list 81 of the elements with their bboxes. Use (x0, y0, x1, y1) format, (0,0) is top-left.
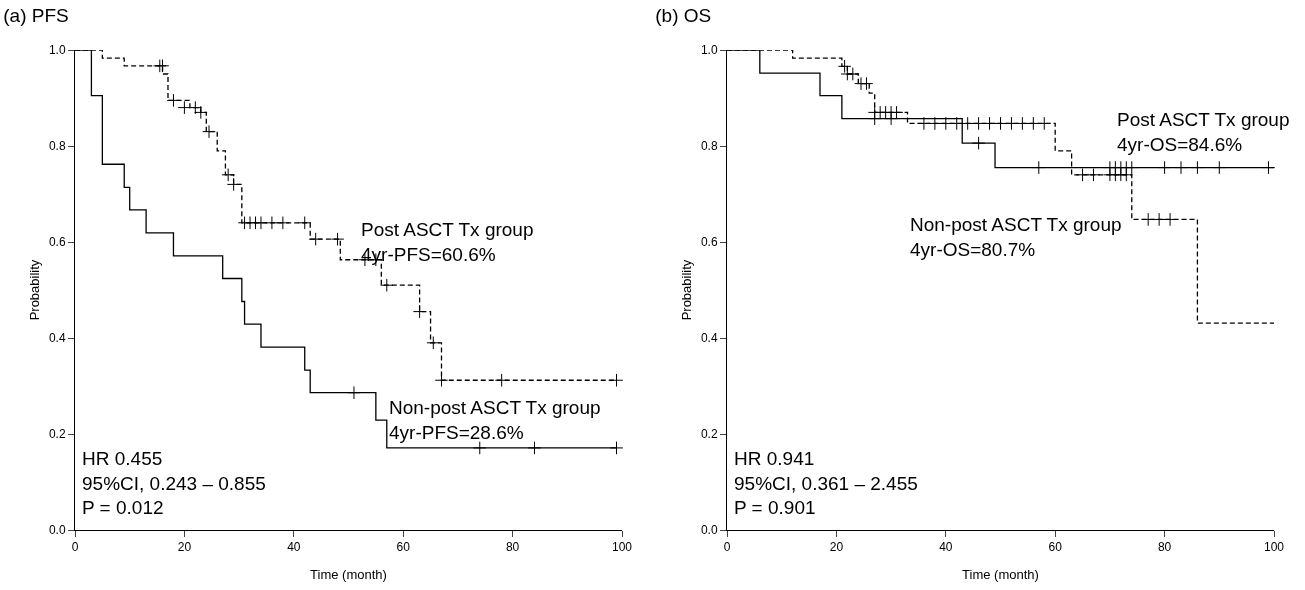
point (971, 116, 986, 131)
point (982, 116, 997, 131)
point (297, 216, 312, 230)
x-tick-label: 0 (71, 540, 79, 555)
point (330, 232, 345, 246)
y-tick-label: 0.2 (48, 427, 66, 442)
y-tick-label: 0.4 (48, 331, 66, 346)
point (426, 336, 441, 350)
point (379, 278, 394, 292)
point (939, 116, 953, 131)
point (1037, 116, 1052, 131)
x-tick-label: 60 (1048, 540, 1063, 555)
x-axis-title: Time (month) (962, 567, 1039, 582)
chart-title: (b) OS (655, 5, 712, 27)
y-axis-title: Probability (27, 259, 42, 321)
x-tick-label: 40 (939, 540, 953, 555)
x-tick-label: 60 (396, 540, 411, 555)
point (1190, 160, 1205, 175)
y-tick-label: 0.6 (48, 235, 66, 250)
point (1124, 160, 1139, 175)
x-tick-label: 40 (287, 540, 301, 555)
annotation: HR 0.455 95%CI, 0.243 – 0.855 P = 0.012 (82, 448, 266, 519)
point (1212, 160, 1227, 175)
point (1163, 212, 1177, 227)
y-tick-label: 1.0 (700, 43, 718, 58)
point (1174, 160, 1188, 175)
x-tick-label: 20 (829, 540, 844, 555)
point (1004, 116, 1019, 131)
annotation: Non-post ASCT Tx group 4yr-OS=80.7% (910, 214, 1122, 260)
x-tick-label: 80 (505, 540, 520, 555)
point (166, 93, 181, 108)
y-tick-label: 0.0 (700, 523, 718, 538)
chart-title: (a) PFS (3, 5, 69, 27)
y-tick-label: 1.0 (48, 43, 66, 58)
annotation: Non-post ASCT Tx group 4yr-PFS=28.6% (389, 397, 601, 443)
point (1031, 160, 1046, 175)
x-axis-title: Time (month) (310, 567, 387, 582)
y-tick-label: 0.8 (48, 139, 66, 154)
point (202, 124, 216, 139)
point (254, 216, 268, 230)
point (308, 232, 323, 246)
point (609, 441, 624, 455)
point (889, 105, 904, 120)
y-tick-label: 0.4 (700, 331, 718, 346)
point (917, 116, 931, 131)
point (1026, 116, 1041, 131)
point (347, 385, 361, 400)
x-tick-label: 100 (611, 540, 633, 555)
point (1157, 160, 1172, 175)
point (226, 177, 241, 192)
y-tick-label: 0.2 (700, 427, 718, 442)
y-axis-title: Probability (679, 259, 694, 321)
y-tick-label: 0.0 (48, 523, 66, 538)
point (527, 441, 542, 455)
point (177, 100, 192, 115)
point (1141, 212, 1155, 227)
point (1075, 168, 1090, 182)
point (265, 216, 279, 230)
point (928, 116, 942, 131)
annotation: Post ASCT Tx group 4yr-OS=84.6% (1117, 109, 1290, 155)
point (993, 116, 1008, 131)
point (1015, 116, 1030, 131)
point (1152, 212, 1166, 227)
x-tick-label: 0 (723, 540, 731, 555)
x-tick-label: 100 (1263, 540, 1285, 555)
x-tick-label: 20 (177, 540, 192, 555)
annotation: HR 0.941 95%CI, 0.361 – 2.455 P = 0.901 (734, 448, 918, 519)
point (609, 373, 624, 388)
point (221, 168, 235, 182)
annotation: Post ASCT Tx group 4yr-PFS=60.6% (361, 219, 534, 265)
point (867, 111, 882, 126)
point (859, 76, 874, 91)
point (412, 304, 427, 319)
point (949, 116, 964, 131)
x-tick-label: 80 (1157, 540, 1172, 555)
point (494, 373, 509, 388)
y-tick-label: 0.6 (700, 235, 718, 250)
point (276, 216, 290, 230)
y-tick-label: 0.8 (700, 139, 718, 154)
point (971, 136, 986, 150)
point (1086, 168, 1101, 182)
